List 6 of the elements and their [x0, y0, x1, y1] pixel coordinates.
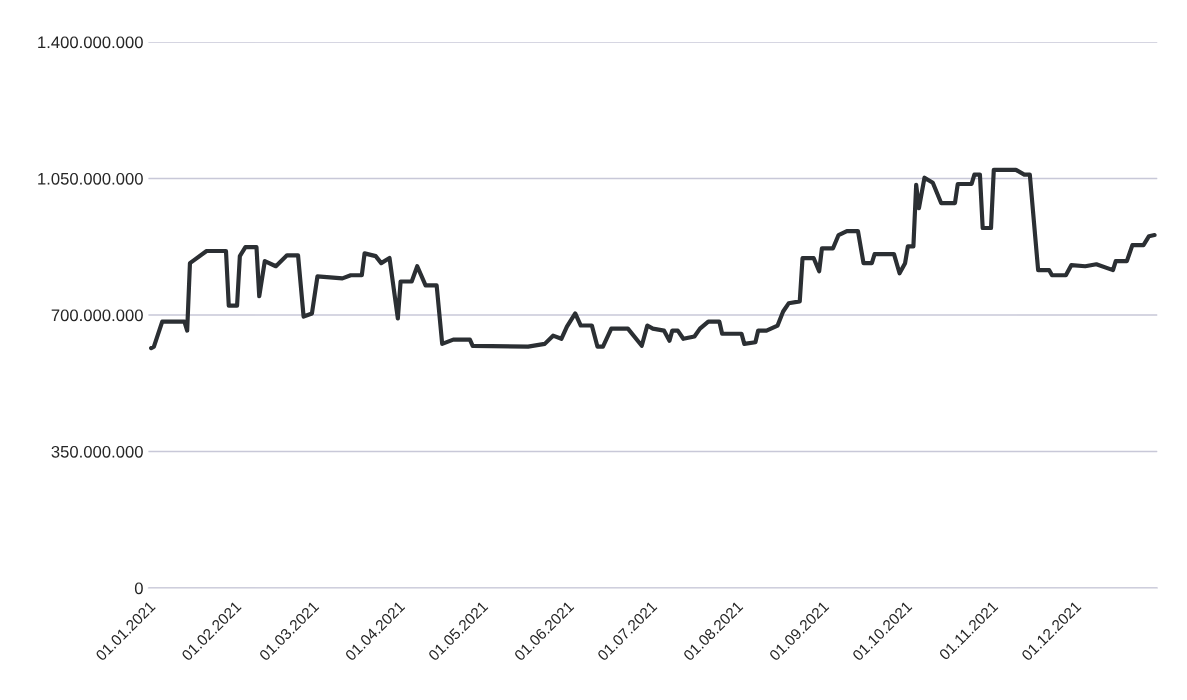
y-tick-label: 350.000.000 [51, 445, 143, 458]
line-series [149, 167, 1157, 351]
y-tick-label: 0 [134, 582, 143, 595]
y-tick-label: 1.400.000.000 [38, 36, 143, 49]
y-tick-label: 700.000.000 [51, 309, 143, 322]
y-tick-label: 1.050.000.000 [38, 172, 143, 185]
